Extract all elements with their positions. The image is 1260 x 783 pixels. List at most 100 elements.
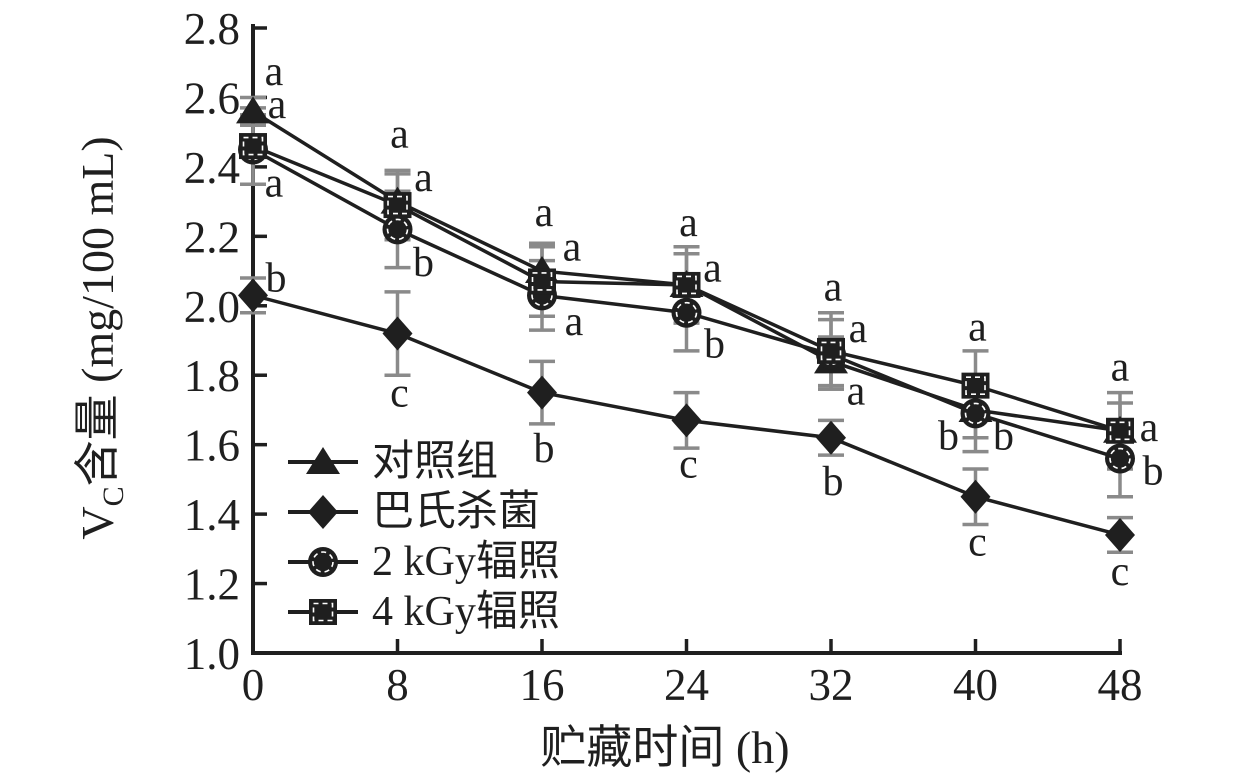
y-axis-title-subscript: C [97, 486, 130, 507]
diamond-marker [527, 375, 557, 410]
diamond-legend-icon [288, 495, 358, 529]
legend-label-pasteurized: 巴氏杀菌 [372, 489, 541, 535]
square-marker [817, 337, 845, 364]
significance-letter: a [265, 49, 284, 95]
significance-letter: a [265, 160, 284, 206]
square-marker [1106, 417, 1134, 444]
triangle-marker [236, 96, 270, 124]
significance-letter: b [993, 414, 1014, 460]
significance-letter: c [390, 370, 409, 416]
square-marker [239, 133, 267, 160]
legend-item-irradiated-2kgy: 2 kGy辐照 [286, 537, 560, 587]
significance-letter: a [847, 369, 866, 415]
y-tick-label: 2.4 [184, 143, 240, 193]
y-tick-label: 1.8 [184, 351, 240, 401]
y-axis-title: VC含量 (mg/100 mL) [61, 136, 131, 539]
y-tick-label: 2.0 [184, 282, 240, 332]
diamond-shape [382, 316, 413, 351]
circle-marker [1105, 443, 1135, 474]
legend-label-irradiated-4kgy: 4 kGy辐照 [372, 589, 560, 635]
y-tick-label: 1.6 [184, 421, 240, 471]
diamond-shape [960, 479, 991, 514]
legend: 对照组 巴氏杀菌 2 kGy辐照 4 kGy辐照 [286, 437, 560, 637]
legend-item-control: 对照组 [286, 437, 560, 487]
diamond-marker [238, 278, 268, 313]
legend-label-control: 对照组 [372, 439, 499, 485]
y-tick-label: 2.8 [184, 4, 240, 54]
diamond-shape [238, 278, 268, 313]
significance-letter: a [390, 112, 409, 158]
circle-inner-ring [312, 551, 334, 573]
series-markers-irradiated-4kgy [239, 133, 1134, 444]
significance-letter: b [938, 414, 959, 460]
square-inner-outline [676, 275, 697, 295]
diamond-marker [671, 403, 702, 438]
y-axis-title-rest: 含量 (mg/100 mL) [72, 136, 123, 487]
y-axis-title-v: V [72, 506, 123, 540]
x-tick-label: 40 [953, 660, 998, 710]
significance-letter: a [535, 190, 554, 236]
triangle-shape [236, 96, 270, 124]
x-axis-title: 贮藏时间 (h) [540, 722, 790, 773]
significance-letter: b [704, 322, 725, 368]
significance-letter: a [1111, 344, 1130, 390]
y-tick-label: 1.4 [184, 490, 240, 540]
circle-marker [960, 398, 991, 429]
significance-letter: a [968, 304, 987, 350]
square-inner-outline [242, 136, 264, 156]
square-marker [672, 271, 701, 298]
series-markers-pasteurized [238, 278, 1135, 552]
square-inner-outline [965, 376, 986, 395]
square-inner-outline [312, 602, 334, 622]
y-tick-label: 1.2 [184, 560, 240, 610]
significance-letter: a [679, 200, 698, 246]
significance-letter: a [563, 224, 582, 270]
square-inner-outline [531, 272, 553, 291]
x-tick-label: 24 [664, 660, 709, 710]
square-inner-outline [820, 341, 842, 361]
y-tick-label: 2.2 [184, 212, 240, 262]
significance-letter: c [968, 520, 987, 566]
x-tick-label: 8 [386, 660, 409, 710]
square-marker [528, 268, 556, 295]
square-marker [309, 599, 337, 625]
significance-letter: b [413, 240, 434, 286]
significance-letter: a [1140, 405, 1159, 451]
square-legend-icon [288, 599, 358, 625]
diamond-marker [382, 316, 413, 351]
circle-marker [382, 214, 413, 245]
diamond-marker [816, 420, 846, 455]
diamond-marker [960, 479, 991, 514]
diamond-shape [816, 420, 846, 455]
x-tick-label: 16 [520, 660, 565, 710]
circle-inner-ring [386, 218, 409, 241]
x-tick-label: 48 [1098, 660, 1143, 710]
x-tick-label: 32 [809, 660, 854, 710]
circle-marker [671, 297, 702, 328]
diamond-marker [1105, 517, 1135, 552]
significance-letter: a [565, 299, 584, 345]
diamond-shape [308, 495, 338, 529]
circle-inner-ring [675, 301, 698, 324]
diamond-marker [308, 495, 338, 529]
significance-letter: a [824, 264, 843, 310]
circle-marker [308, 547, 338, 577]
significance-letter: a [268, 82, 287, 128]
significance-letter: a [414, 155, 433, 201]
y-tick-label: 2.6 [184, 73, 240, 123]
square-inner-outline [1109, 421, 1131, 441]
significance-letter: b [534, 426, 555, 472]
diamond-shape [671, 403, 702, 438]
significance-letter: a [703, 245, 722, 291]
square-marker [383, 192, 412, 219]
significance-letter: c [679, 442, 698, 488]
legend-item-pasteurized: 巴氏杀菌 [286, 487, 560, 537]
diamond-shape [1105, 517, 1135, 552]
diamond-shape [527, 375, 557, 410]
legend-label-irradiated-2kgy: 2 kGy辐照 [372, 539, 560, 585]
circle-legend-icon [288, 547, 358, 577]
circle-inner-ring [964, 402, 987, 425]
significance-letter: b [1143, 448, 1164, 494]
triangle-shape [306, 447, 340, 474]
